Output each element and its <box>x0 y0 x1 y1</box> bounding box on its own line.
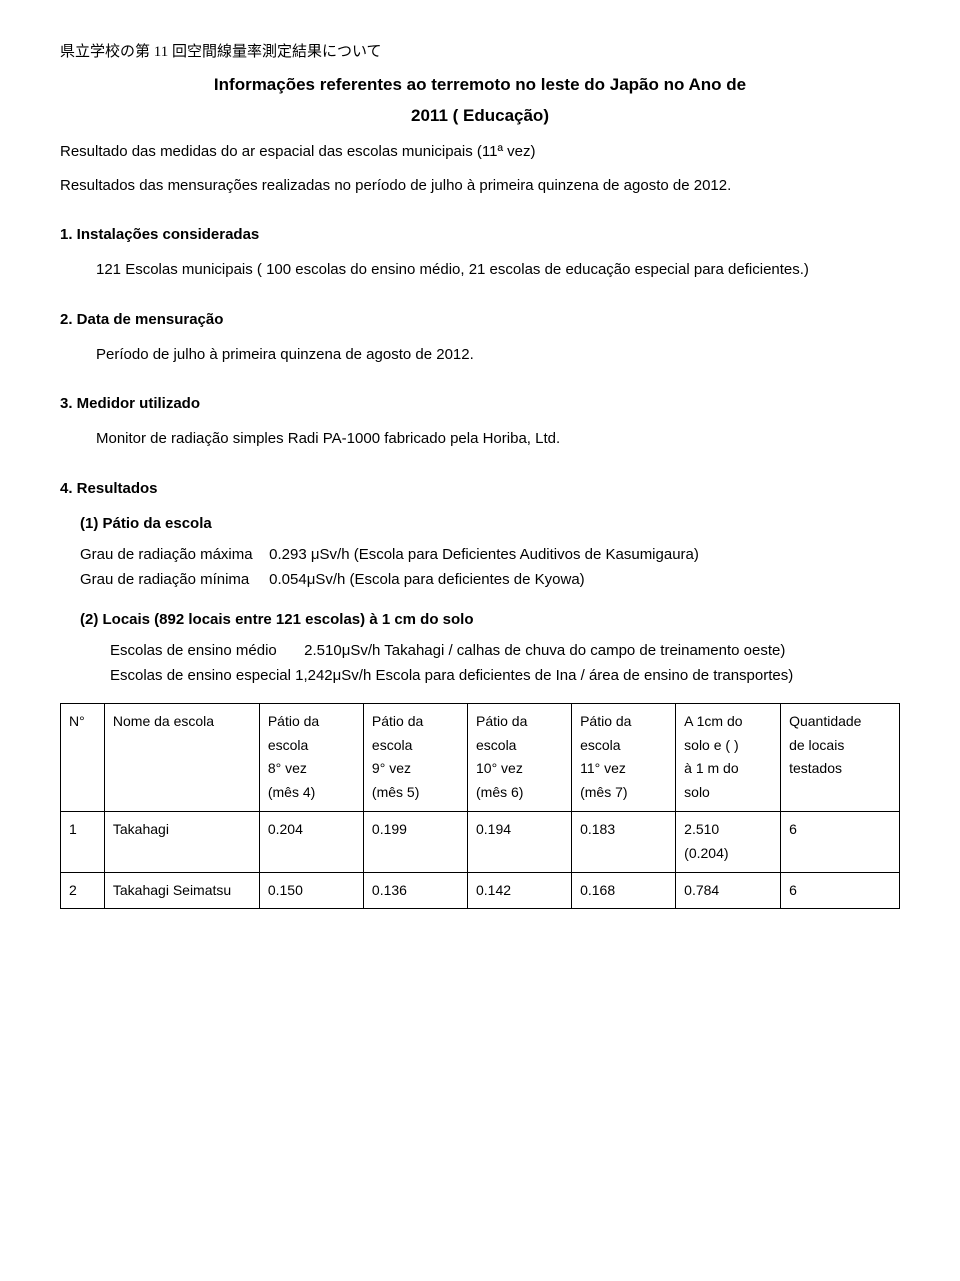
section-3-head: 3. Medidor utilizado <box>60 395 900 412</box>
table-row: 1 Takahagi 0.204 0.199 0.194 0.183 2.510… <box>61 812 900 873</box>
min-line: Grau de radiação mínima 0.054μSv/h (Esco… <box>80 567 900 593</box>
cell-p9: 0.199 <box>363 812 467 873</box>
title-line-1: Informações referentes ao terremoto no l… <box>60 71 900 98</box>
col-p10: Pátio da escola 10° vez (mês 6) <box>468 703 572 811</box>
min-label: Grau de radiação mínima <box>80 567 265 593</box>
section-3-body: Monitor de radiação simples Radi PA-1000… <box>96 426 900 452</box>
cell-p10: 0.142 <box>468 872 572 909</box>
col-n: N° <box>61 703 105 811</box>
especial-line: Escolas de ensino especial 1,242μSv/h Es… <box>110 663 900 689</box>
section-1-head: 1. Instalações consideradas <box>60 226 900 243</box>
cell-n: 1 <box>61 812 105 873</box>
japanese-header: 県立学校の第 11 回空間線量率測定結果について <box>60 40 900 61</box>
cell-p11: 0.168 <box>572 872 676 909</box>
table-row: 2 Takahagi Seimatsu 0.150 0.136 0.142 0.… <box>61 872 900 909</box>
max-value: 0.293 μSv/h (Escola para Deficientes Aud… <box>269 546 699 563</box>
section-2-body: Período de julho à primeira quinzena de … <box>96 342 900 368</box>
section-2-head: 2. Data de mensuração <box>60 311 900 328</box>
cell-q: 6 <box>781 872 900 909</box>
sub-2-head: (2) Locais (892 locais entre 121 escolas… <box>80 611 900 628</box>
col-p9: Pátio da escola 9° vez (mês 5) <box>363 703 467 811</box>
cell-a: 0.784 <box>676 872 781 909</box>
col-name: Nome da escola <box>104 703 259 811</box>
table-header-row: N° Nome da escola Pátio da escola 8° vez… <box>61 703 900 811</box>
section-4-head: 4. Resultados <box>60 480 900 497</box>
subtitle: Resultado das medidas do ar espacial das… <box>60 143 900 160</box>
cell-p11: 0.183 <box>572 812 676 873</box>
cell-p8: 0.204 <box>259 812 363 873</box>
cell-name: Takahagi <box>104 812 259 873</box>
max-line: Grau de radiação máxima 0.293 μSv/h (Esc… <box>80 542 900 568</box>
col-p11: Pátio da escola 11° vez (mês 7) <box>572 703 676 811</box>
title-line-2: 2011 ( Educação) <box>60 102 900 129</box>
results-table: N° Nome da escola Pátio da escola 8° vez… <box>60 703 900 910</box>
max-label: Grau de radiação máxima <box>80 542 265 568</box>
medio-label: Escolas de ensino médio <box>110 638 300 664</box>
col-a: A 1cm do solo e ( ) à 1 m do solo <box>676 703 781 811</box>
col-p8: Pátio da escola 8° vez (mês 4) <box>259 703 363 811</box>
cell-a: 2.510 (0.204) <box>676 812 781 873</box>
section-1-body: 121 Escolas municipais ( 100 escolas do … <box>96 257 900 283</box>
medio-line: Escolas de ensino médio 2.510μSv/h Takah… <box>110 638 900 664</box>
cell-n: 2 <box>61 872 105 909</box>
cell-name: Takahagi Seimatsu <box>104 872 259 909</box>
col-q: Quantidade de locais testados <box>781 703 900 811</box>
cell-p8: 0.150 <box>259 872 363 909</box>
min-value: 0.054μSv/h (Escola para deficientes de K… <box>269 571 584 588</box>
sub-1-head: (1) Pátio da escola <box>80 515 900 532</box>
cell-p10: 0.194 <box>468 812 572 873</box>
cell-p9: 0.136 <box>363 872 467 909</box>
intro-paragraph: Resultados das mensurações realizadas no… <box>60 174 900 198</box>
cell-q: 6 <box>781 812 900 873</box>
medio-value: 2.510μSv/h Takahagi / calhas de chuva do… <box>304 642 785 659</box>
